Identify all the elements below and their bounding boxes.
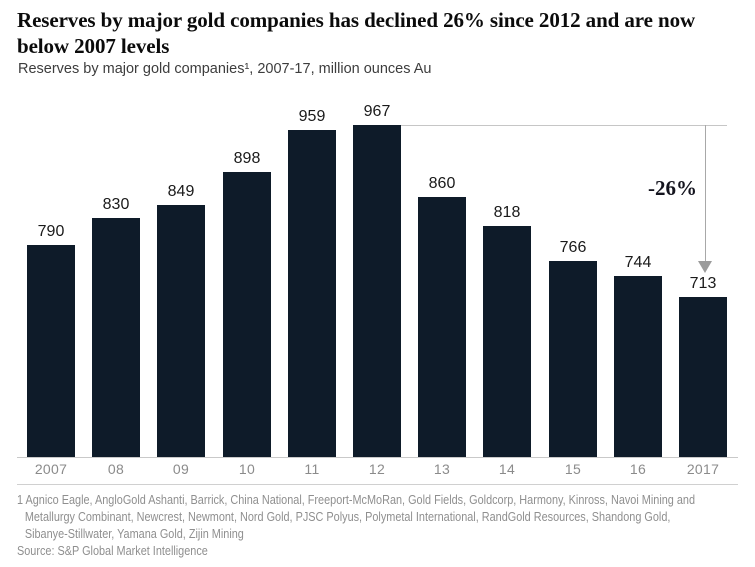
bar (27, 245, 75, 457)
bar (157, 205, 205, 457)
bar-value-label: 744 (624, 254, 652, 271)
x-axis-tick-label: 13 (433, 461, 451, 477)
x-axis-line (17, 457, 738, 458)
bar-value-label: 959 (298, 108, 326, 125)
x-axis-tick-label: 16 (629, 461, 647, 477)
bar (483, 226, 531, 457)
plot-area: 790 830 849 898 959 967 860 818 766 744 713 (27, 103, 727, 457)
footnote-line: Sibanye-Stillwater, Yamana Gold, Zijin M… (24, 527, 244, 541)
x-axis-tick-label: 14 (498, 461, 516, 477)
bar-value-label: 860 (428, 175, 456, 192)
bar (223, 172, 271, 457)
bar (288, 130, 336, 457)
bar (92, 218, 140, 457)
x-axis-tick-label: 2017 (686, 461, 720, 477)
chart-title: Reserves by major gold companies has dec… (17, 8, 696, 58)
footnote-line: 1 Agnico Eagle, AngloGold Ashanti, Barri… (17, 493, 696, 507)
x-axis-tick-label: 10 (238, 461, 256, 477)
bar-value-label: 766 (559, 239, 587, 256)
annotation-label: -26% (648, 176, 697, 200)
x-axis-tick-label: 08 (107, 461, 125, 477)
bar-value-label: 818 (493, 204, 521, 221)
bar (549, 261, 597, 457)
arrow-down-icon (698, 261, 712, 273)
bar-value-label: 849 (167, 183, 195, 200)
x-axis-tick-label: 11 (304, 461, 320, 477)
annotation-reference-line (401, 125, 727, 126)
bar (614, 276, 662, 457)
x-axis-tick-label: 09 (172, 461, 190, 477)
footnote-separator (17, 484, 738, 485)
x-axis-labels: 2007 08 09 10 11 12 13 14 15 16 2017 (27, 461, 727, 477)
annotation-arrow-line (705, 125, 706, 262)
footnote-line: Metallurgy Combinant, Newcrest, Newmont,… (24, 510, 671, 524)
bar (418, 197, 466, 457)
bar-value-label: 790 (37, 223, 65, 240)
source-line: Source: S&P Global Market Intelligence (17, 544, 208, 558)
x-axis-tick-label: 2007 (34, 461, 68, 477)
bar-value-label: 713 (689, 275, 717, 292)
bar (353, 125, 401, 457)
x-axis-tick-label: 15 (564, 461, 582, 477)
chart-subtitle: Reserves by major gold companies¹, 2007-… (18, 61, 432, 77)
bar-value-label: 898 (233, 150, 261, 167)
bar (679, 297, 727, 457)
footnote: 1 Agnico Eagle, AngloGold Ashanti, Barri… (17, 492, 748, 560)
bar-value-label: 967 (363, 103, 391, 120)
x-axis-tick-label: 12 (368, 461, 386, 477)
bar-value-label: 830 (102, 196, 130, 213)
